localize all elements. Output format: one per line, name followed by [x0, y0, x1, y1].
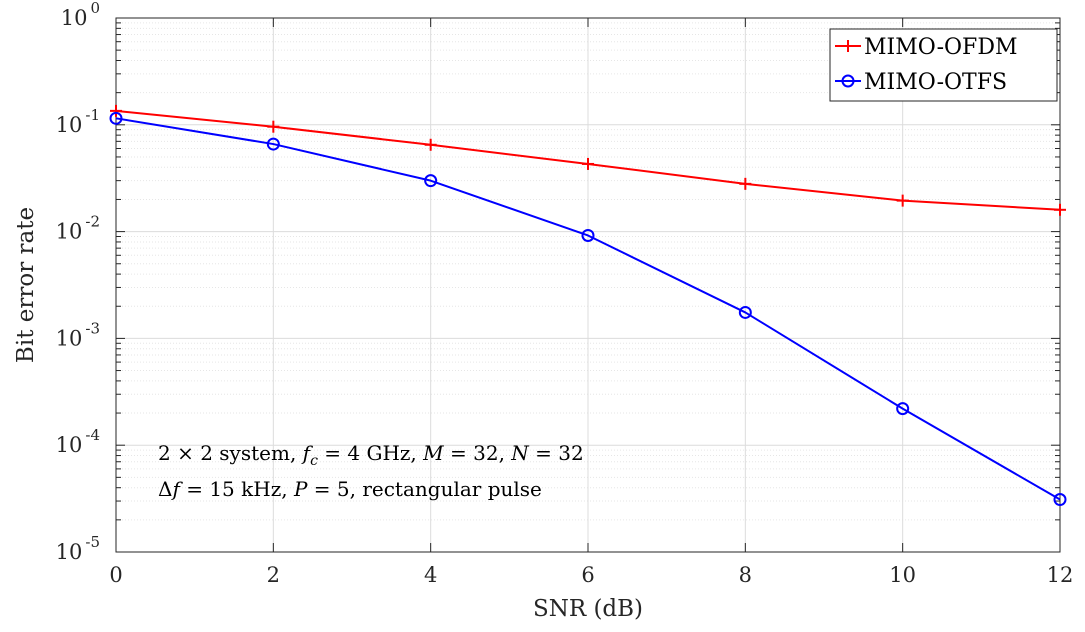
- y-tick-label: 10 -4: [56, 426, 100, 457]
- x-tick-label: 6: [581, 563, 594, 587]
- data-point-mimo-ofdm: [582, 157, 594, 170]
- legend-box: [829, 28, 1058, 102]
- y-tick-label: 10 0: [61, 0, 100, 30]
- data-point-mimo-otfs: [266, 137, 280, 151]
- y-tick-label: 10 -3: [56, 319, 100, 350]
- data-point-mimo-otfs: [896, 402, 910, 416]
- annotation-box: 2 × 2 system, fc = 4 GHz, M = 32, N = 32…: [158, 441, 584, 501]
- y-tick-label: 10 -2: [56, 213, 100, 244]
- x-tick-label: 0: [109, 563, 122, 587]
- annotation-line-1: 2 × 2 system, fc = 4 GHz, M = 32, N = 32: [158, 441, 584, 469]
- data-point-mimo-otfs: [581, 228, 595, 242]
- legend-marker-mimo-otfs: [841, 74, 855, 88]
- data-point-mimo-otfs: [1053, 493, 1067, 507]
- x-axis-label: SNR (dB): [533, 596, 643, 622]
- data-point-mimo-otfs: [109, 111, 123, 125]
- data-point-mimo-ofdm: [1054, 203, 1066, 216]
- legend-marker-mimo-ofdm: [842, 40, 854, 52]
- data-point-mimo-ofdm: [110, 104, 122, 117]
- annotation-line-2: Δf = 15 kHz, P = 5, rectangular pulse: [158, 477, 542, 501]
- legend-label-mimo-ofdm: MIMO-OFDM: [864, 35, 1017, 60]
- data-point-mimo-ofdm: [424, 138, 437, 151]
- legend: MIMO-OFDM MIMO-OTFS: [829, 28, 1058, 102]
- x-tick-label: 2: [267, 563, 280, 587]
- data-point-mimo-otfs: [738, 305, 752, 319]
- data-point-mimo-ofdm: [896, 194, 909, 207]
- data-point-mimo-ofdm: [267, 120, 280, 133]
- y-axis-label: Bit error rate: [13, 207, 39, 363]
- x-tick-labels: 0 2 4 6 8 10 12: [109, 563, 1073, 587]
- x-tick-label: 4: [424, 563, 437, 587]
- y-tick-label: 10 -1: [56, 106, 100, 137]
- x-tick-label: 8: [739, 563, 752, 587]
- legend-label-mimo-otfs: MIMO-OTFS: [864, 70, 1007, 95]
- data-point-mimo-ofdm: [739, 177, 752, 190]
- series-layer: [109, 104, 1067, 507]
- series-line-mimo-otfs: [115, 117, 1061, 501]
- x-tick-label: 10: [889, 563, 916, 587]
- y-tick-label: 10 -5: [56, 533, 100, 564]
- data-point-mimo-otfs: [424, 174, 438, 188]
- x-tick-label: 12: [1047, 563, 1074, 587]
